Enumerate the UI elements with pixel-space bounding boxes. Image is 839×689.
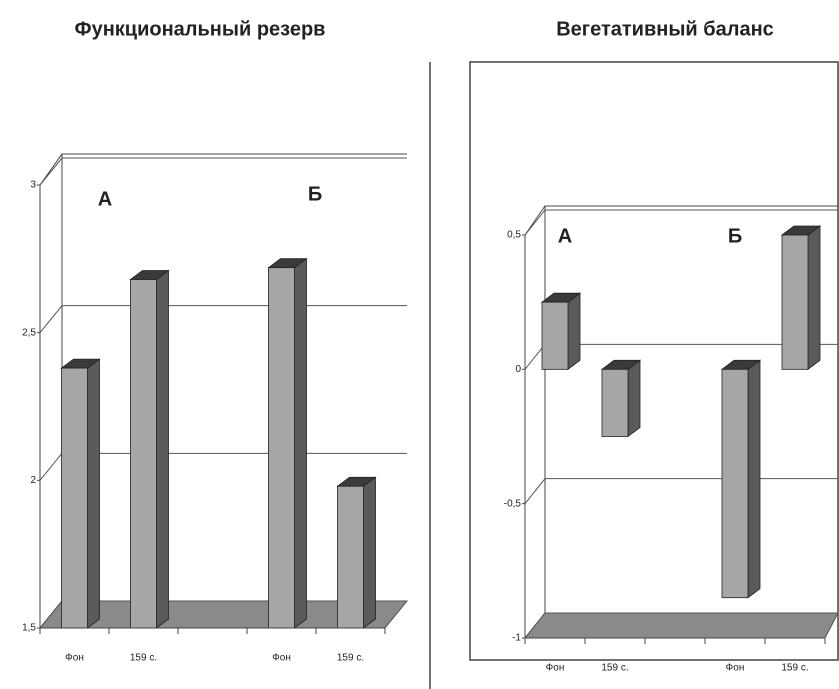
bar	[541, 301, 569, 370]
chart-title: Вегетативный баланс	[556, 18, 774, 40]
chart-frame	[469, 61, 839, 661]
y-tick-label: 0	[515, 364, 521, 375]
chart-title: Функциональный резерв	[75, 18, 326, 40]
bar-side	[567, 292, 581, 371]
y-tick-label: -0,5	[504, 498, 522, 509]
grid-line	[524, 478, 838, 504]
annotation: Б	[728, 225, 742, 247]
y-tick-label: 3	[30, 180, 36, 191]
floor	[523, 612, 839, 639]
y-tick-label: 0,5	[507, 230, 521, 241]
x-tick-label: 159 с.	[601, 663, 628, 674]
grid-line	[524, 209, 838, 236]
bar-side	[747, 359, 761, 599]
bar-side	[627, 359, 641, 438]
x-tick-label: 159 с.	[781, 663, 808, 674]
bar	[721, 368, 749, 599]
bar	[781, 234, 809, 370]
annotation: Б	[308, 183, 322, 205]
annotation: А	[558, 225, 572, 247]
bar-side	[156, 269, 169, 629]
bar-side	[807, 225, 821, 371]
bar	[61, 367, 88, 629]
back-wall	[524, 205, 838, 638]
x-tick-label: 159 с.	[337, 653, 364, 664]
x-tick-label: Фон	[546, 663, 565, 674]
x-tick-label: Фон	[272, 653, 291, 664]
bar	[130, 279, 157, 629]
bar	[268, 267, 295, 629]
y-tick-label: 2,5	[22, 327, 36, 338]
annotation: А	[98, 188, 112, 210]
bar	[337, 485, 364, 629]
bar-side	[87, 358, 100, 629]
back-wall	[39, 153, 407, 628]
bar-side	[363, 476, 376, 629]
x-tick-label: Фон	[726, 663, 745, 674]
y-tick-label: -1	[512, 633, 521, 644]
x-tick-label: Фон	[65, 653, 84, 664]
y-tick-label: 1,5	[22, 623, 36, 634]
grid-line	[39, 305, 407, 333]
x-tick-label: 159 с.	[130, 653, 157, 664]
bar-side	[294, 257, 307, 629]
grid-line	[524, 612, 838, 639]
y-tick-label: 2	[30, 475, 36, 486]
bar	[601, 368, 629, 437]
grid-line	[39, 157, 407, 186]
